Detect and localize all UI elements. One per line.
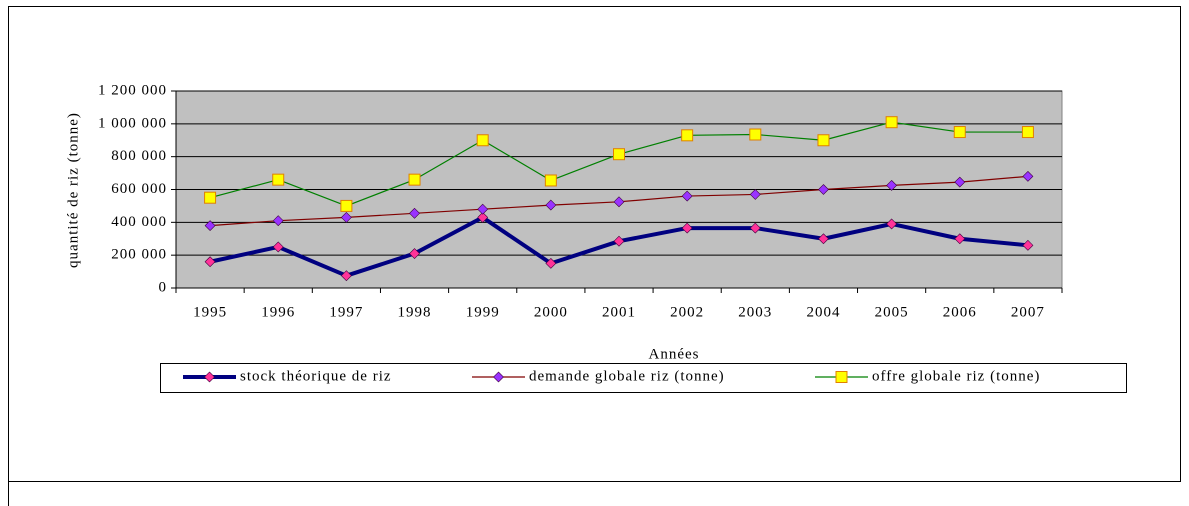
y-tick-label: 600 000 <box>111 181 167 197</box>
x-tick-label: 2004 <box>806 304 840 320</box>
marker <box>340 199 353 212</box>
y-axis-title: quantité de riz (tonne) <box>65 112 81 268</box>
marker <box>204 191 217 204</box>
x-tick-label: 2005 <box>875 304 909 320</box>
marker <box>749 222 761 234</box>
legend-label: offre globale riz (tonne) <box>872 368 1040 384</box>
marker <box>340 270 352 282</box>
marker <box>544 174 557 187</box>
x-tick-label: 1996 <box>261 304 295 320</box>
x-tick-label: 1995 <box>193 304 227 320</box>
marker <box>1022 170 1034 182</box>
marker <box>886 179 898 191</box>
marker <box>681 190 693 202</box>
marker <box>477 203 489 215</box>
marker <box>817 134 830 147</box>
legend-marker <box>493 371 504 383</box>
marker <box>204 220 216 232</box>
y-tick-label: 400 000 <box>111 214 167 230</box>
marker <box>613 148 625 161</box>
x-tick-label: 2007 <box>1011 304 1045 320</box>
marker <box>681 222 693 234</box>
y-tick-label: 1 000 000 <box>98 115 167 131</box>
marker <box>272 215 284 227</box>
marker <box>340 211 352 223</box>
marker <box>545 199 557 211</box>
marker <box>272 173 285 186</box>
x-tick-label: 2006 <box>943 304 977 320</box>
legend-marker <box>204 371 215 383</box>
x-tick-label: 2001 <box>602 304 636 320</box>
x-tick-label: 2000 <box>534 304 568 320</box>
marker <box>409 207 420 219</box>
legend-label: stock théorique de riz <box>240 368 392 384</box>
x-tick-label: 1999 <box>466 304 500 320</box>
marker <box>204 256 216 268</box>
marker <box>818 233 829 245</box>
marker <box>1021 126 1034 139</box>
x-tick-label: 1997 <box>329 304 363 320</box>
marker <box>681 129 694 142</box>
marker <box>954 176 966 188</box>
marker <box>408 173 421 186</box>
y-tick-label: 1 200 000 <box>98 82 167 98</box>
marker <box>1022 239 1034 251</box>
y-tick-label: 800 000 <box>111 148 167 164</box>
x-tick-label: 2002 <box>670 304 704 320</box>
marker <box>272 241 284 253</box>
legend-marker <box>835 371 848 383</box>
marker <box>545 257 557 269</box>
y-tick-label: 0 <box>159 279 168 295</box>
marker <box>749 128 762 141</box>
marker <box>749 189 761 200</box>
marker <box>818 184 829 195</box>
marker <box>953 126 966 139</box>
y-tick-label: 200 000 <box>111 247 167 263</box>
x-axis-title: Années <box>649 346 700 362</box>
marker <box>613 196 625 208</box>
marker <box>476 134 489 147</box>
legend-label: demande globale riz (tonne) <box>529 368 725 384</box>
legend-box <box>160 363 1127 393</box>
marker <box>477 211 489 223</box>
x-tick-label: 2003 <box>738 304 772 320</box>
x-tick-label: 1998 <box>398 304 432 320</box>
marker <box>886 218 898 230</box>
marker <box>885 116 898 129</box>
marker <box>409 248 420 259</box>
chart-border <box>8 6 1181 506</box>
marker <box>613 235 625 247</box>
marker <box>954 233 966 245</box>
